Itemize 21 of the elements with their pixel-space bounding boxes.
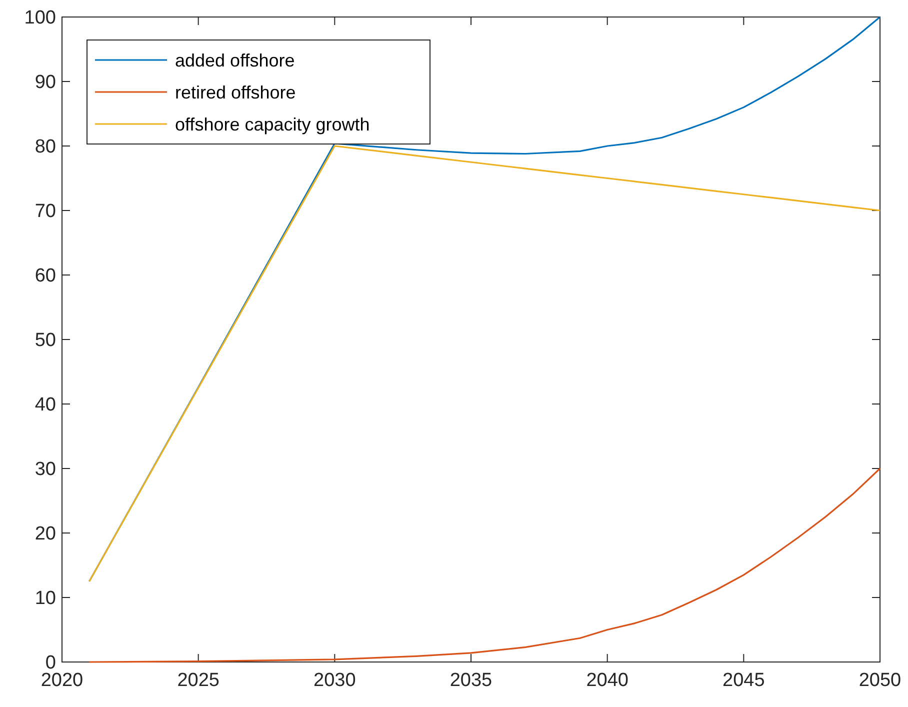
legend-label: retired offshore [175,82,296,102]
y-tick-label: 10 [34,588,56,610]
x-tick-label: 2045 [722,670,765,691]
x-tick-label: 2040 [586,670,628,691]
y-tick-label: 60 [34,266,56,287]
line-series [88,468,881,663]
x-tick-label: 2030 [314,670,356,691]
legend-label: offshore capacity growth [175,114,370,134]
x-tick-label: 2035 [450,670,492,691]
y-tick-label: 90 [34,72,56,94]
y-tick-label: 40 [34,394,56,416]
x-tick-label: 2025 [177,670,220,691]
y-tick-label: 50 [34,330,56,352]
y-tick-label: 30 [34,459,56,480]
y-tick-label: 80 [34,136,56,158]
line-series [88,145,881,582]
y-tick-label: 100 [24,8,56,29]
legend-label: added offshore [175,50,295,70]
y-tick-label: 20 [34,524,56,545]
x-tick-label: 2050 [858,670,902,691]
y-tick-label: 70 [34,201,56,222]
